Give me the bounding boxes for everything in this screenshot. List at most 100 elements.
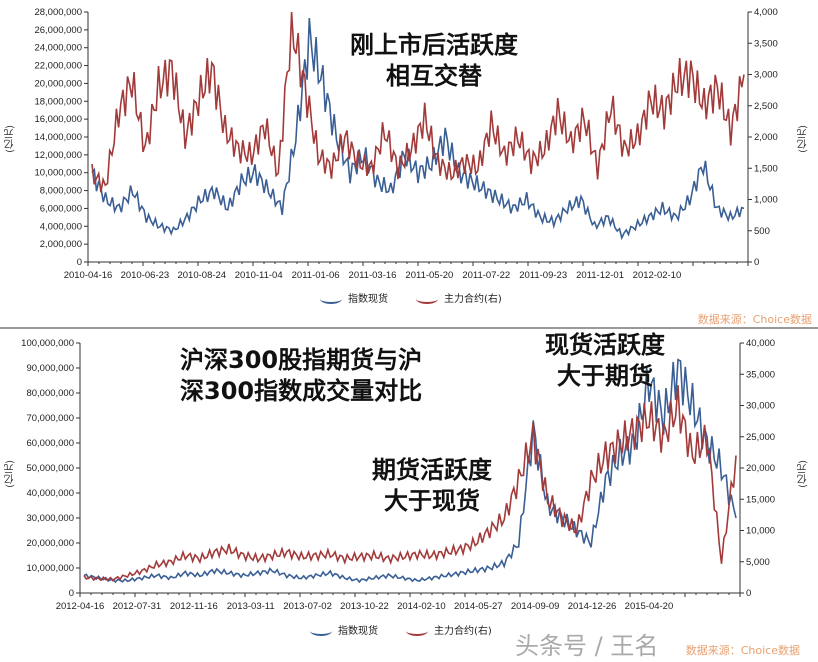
annotation-line: 期货活跃度 xyxy=(372,456,492,484)
x-tick-label: 2011-01-06 xyxy=(292,270,340,281)
x-tick-label: 2010-11-04 xyxy=(235,270,283,281)
y-tick-label-left: 22,000,000 xyxy=(34,61,82,72)
y-tick-label-right: 0 xyxy=(746,588,751,599)
series-line-futures xyxy=(91,11,745,193)
series-line-futures xyxy=(83,385,737,582)
x-tick-label: 2015-04-20 xyxy=(625,601,674,612)
legend-item-futures: 主力合约(右) xyxy=(406,622,492,637)
x-tick-label: 2011-09-23 xyxy=(519,270,567,281)
y-tick-label-right: 40,000 xyxy=(746,338,775,349)
y-tick-label-left: 0 xyxy=(77,257,82,268)
y-tick-label-left: 90,000,000 xyxy=(26,363,74,374)
y-tick-label-right: 2,500 xyxy=(754,101,778,112)
source-bottom: 数据来源：Choice数据 xyxy=(685,644,800,657)
source-top: 数据来源：Choice数据 xyxy=(697,313,812,326)
y-tick-label-left: 10,000,000 xyxy=(34,168,82,179)
annotation-futures: 期货活跃度 大于现货 xyxy=(372,455,492,517)
x-tick-label: 2012-11-16 xyxy=(170,601,218,612)
y-tick-label-left: 10,000,000 xyxy=(26,563,74,574)
y-tick-label-right: 500 xyxy=(754,226,770,237)
y-tick-label-right: 1,000 xyxy=(754,195,778,206)
x-tick-label: 2010-06-23 xyxy=(121,270,170,281)
y-tick-label-right: 5,000 xyxy=(746,557,770,568)
legend-top: 指数现货 主力合约(右) xyxy=(320,290,502,305)
annotation-title: 沪深300股指期货与沪 深300指数成交量对比 xyxy=(180,345,422,407)
legend-item-futures: 主力合约(右) xyxy=(416,290,502,305)
y-tick-label-right: 2,000 xyxy=(754,132,778,143)
y-tick-label-right: 20,000 xyxy=(746,463,775,474)
x-tick-label: 2014-02-10 xyxy=(397,601,446,612)
legend-item-spot: 指数现货 xyxy=(320,290,388,305)
annotation-line: 现货活跃度 xyxy=(545,331,665,359)
divider xyxy=(0,327,818,329)
annotation-line: 深300指数成交量对比 xyxy=(180,377,423,405)
y-tick-label-right: 15,000 xyxy=(746,494,775,505)
annotation-line: 相互交替 xyxy=(386,62,482,90)
legend-item-spot: 指数现货 xyxy=(310,622,378,637)
x-tick-label: 2012-04-16 xyxy=(56,601,105,612)
y-tick-label-left: 20,000,000 xyxy=(34,78,82,89)
y-tick-label-right: 0 xyxy=(754,257,759,268)
annotation-line: 沪深300股指期货与沪 xyxy=(180,346,423,374)
y-label-right-top: (亿元) xyxy=(798,125,809,153)
x-tick-label: 2011-05-20 xyxy=(405,270,453,281)
y-tick-label-right: 35,000 xyxy=(746,369,775,380)
x-tick-label: 2011-12-01 xyxy=(576,270,624,281)
x-tick-label: 2011-07-22 xyxy=(462,270,510,281)
y-tick-label-left: 20,000,000 xyxy=(26,538,74,549)
watermark: 头条号 / 王名 xyxy=(515,632,659,660)
x-tick-label: 2012-02-10 xyxy=(633,270,682,281)
annotation-line: 刚上市后活跃度 xyxy=(350,31,518,59)
y-tick-label-right: 1,500 xyxy=(754,163,778,174)
y-tick-label-left: 40,000,000 xyxy=(26,488,74,499)
y-tick-label-left: 0 xyxy=(69,588,74,599)
annotation-spot: 现货活跃度 大于期货 xyxy=(545,330,665,392)
y-tick-label-left: 60,000,000 xyxy=(26,438,74,449)
y-tick-label-left: 6,000,000 xyxy=(40,203,82,214)
y-label-left-top: (亿元) xyxy=(5,125,16,153)
x-tick-label: 2013-10-22 xyxy=(340,601,389,612)
y-tick-label-left: 16,000,000 xyxy=(34,114,82,125)
y-tick-label-left: 14,000,000 xyxy=(34,132,82,143)
y-tick-label-left: 50,000,000 xyxy=(26,463,74,474)
y-tick-label-right: 4,000 xyxy=(754,7,778,18)
annotation-line: 大于现货 xyxy=(384,487,480,515)
series-line-spot xyxy=(83,358,737,584)
y-label-right-bottom: (亿元) xyxy=(798,460,809,488)
y-tick-label-left: 12,000,000 xyxy=(34,150,82,161)
x-tick-label: 2014-09-09 xyxy=(511,601,560,612)
annotation-line: 大于期货 xyxy=(557,362,653,390)
legend-label: 指数现货 xyxy=(338,626,378,637)
y-tick-label-left: 28,000,000 xyxy=(34,7,82,18)
y-tick-label-left: 80,000,000 xyxy=(26,388,74,399)
y-tick-label-right: 3,000 xyxy=(754,70,778,81)
series-line-spot xyxy=(91,17,745,241)
x-tick-label: 2014-05-27 xyxy=(454,601,503,612)
x-tick-label: 2013-03-11 xyxy=(227,601,275,612)
x-tick-label: 2013-07-02 xyxy=(283,601,332,612)
x-tick-label: 2010-04-16 xyxy=(64,270,113,281)
y-tick-label-left: 18,000,000 xyxy=(34,96,82,107)
x-tick-label: 2012-07-31 xyxy=(113,601,162,612)
y-tick-label-right: 25,000 xyxy=(746,432,775,443)
y-tick-label-right: 30,000 xyxy=(746,401,775,412)
y-tick-label-left: 70,000,000 xyxy=(26,413,74,424)
y-tick-label-left: 8,000,000 xyxy=(40,186,82,197)
x-tick-label: 2014-12-26 xyxy=(568,601,617,612)
y-tick-label-left: 4,000,000 xyxy=(40,221,82,232)
y-tick-label-left: 24,000,000 xyxy=(34,43,82,54)
y-tick-label-left: 2,000,000 xyxy=(40,239,82,250)
y-tick-label-left: 100,000,000 xyxy=(21,338,74,349)
legend-label: 主力合约(右) xyxy=(434,626,492,637)
x-tick-label: 2010-08-24 xyxy=(177,270,226,281)
y-tick-label-right: 3,500 xyxy=(754,38,778,49)
legend-label: 主力合约(右) xyxy=(444,294,502,305)
y-tick-label-left: 30,000,000 xyxy=(26,513,74,524)
y-label-left-bottom: (亿元) xyxy=(5,460,16,488)
x-tick-label: 2011-03-16 xyxy=(349,270,397,281)
annotation-top: 刚上市后活跃度 相互交替 xyxy=(350,30,518,92)
y-tick-label-left: 26,000,000 xyxy=(34,25,82,36)
legend-bottom: 指数现货 主力合约(右) xyxy=(310,622,492,637)
legend-label: 指数现货 xyxy=(348,294,388,305)
